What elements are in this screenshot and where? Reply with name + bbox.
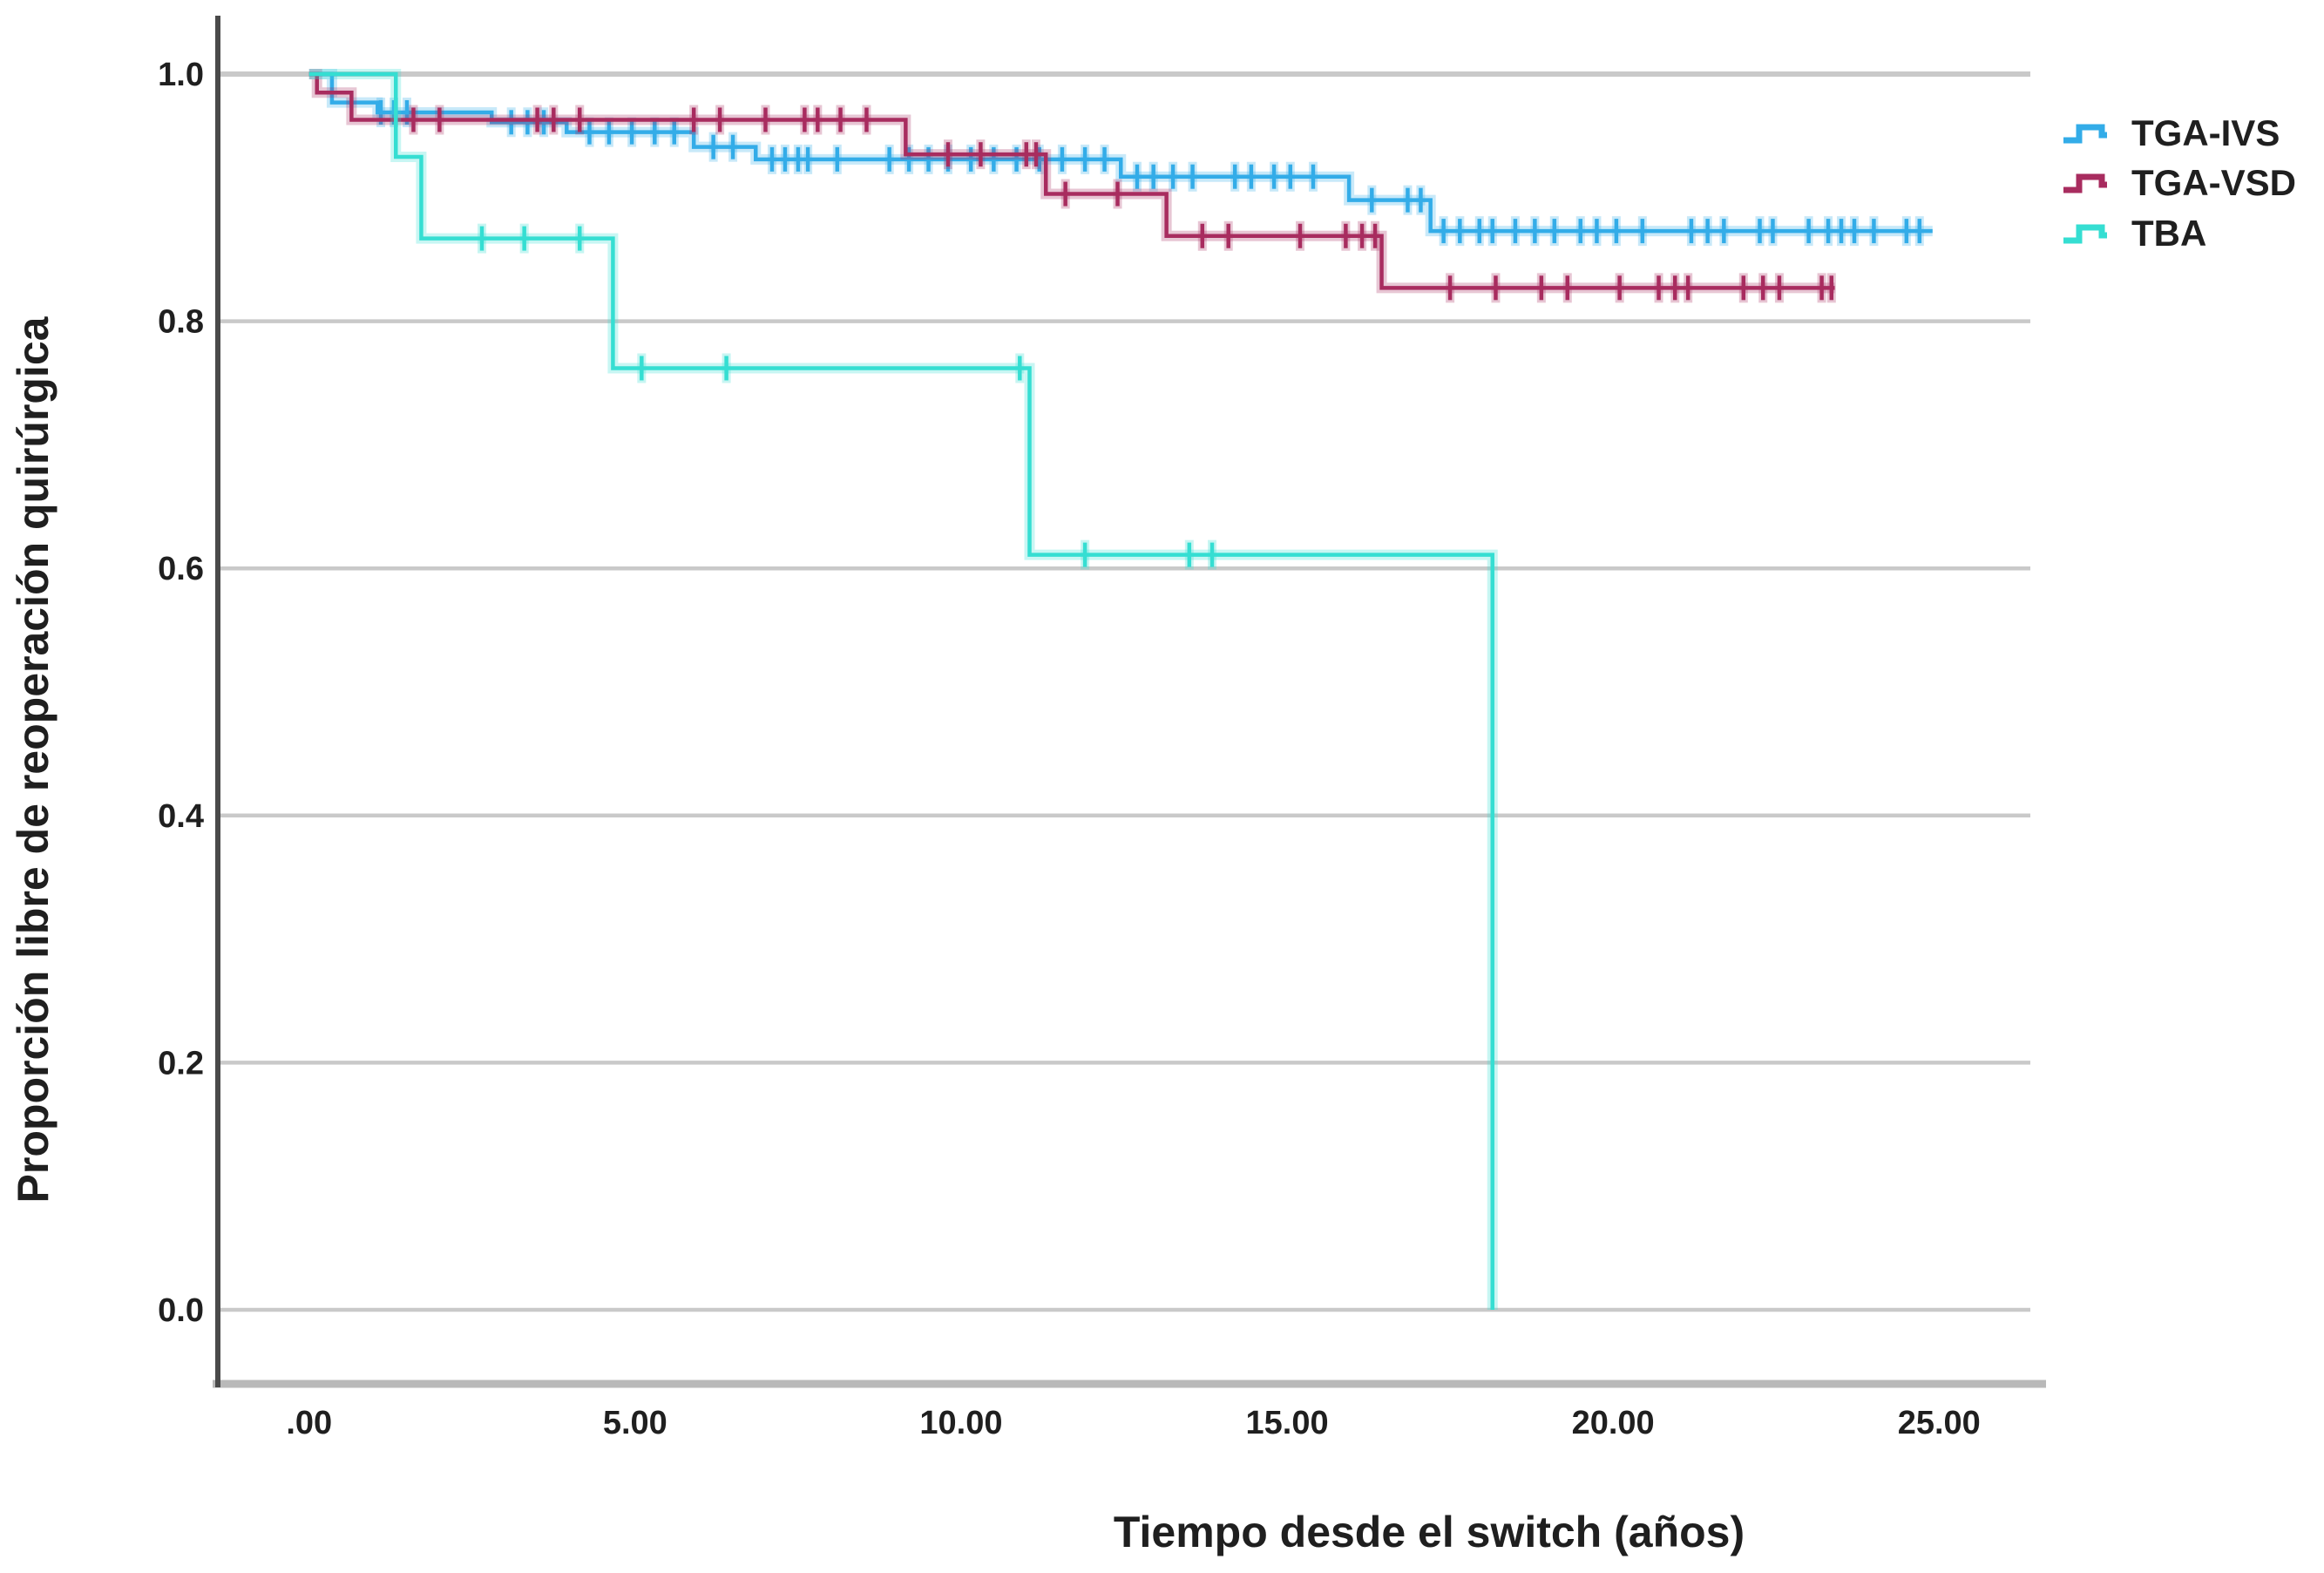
- x-tick-label: 5.00: [603, 1405, 667, 1441]
- legend-marker-tba: [2063, 224, 2107, 244]
- x-tick-label: 20.00: [1572, 1405, 1655, 1441]
- curve: [308, 71, 1494, 1310]
- y-tick-label: 0.4: [158, 798, 204, 835]
- x-tick-label: .00: [286, 1405, 332, 1441]
- curve: [308, 71, 1933, 234]
- gridlines: [220, 71, 2030, 1312]
- x-tick-labels: .00 5.00 10.00 15.00 20.00 25.00: [286, 1405, 1980, 1441]
- x-tick-label: 15.00: [1246, 1405, 1329, 1441]
- legend-marker-tga-ivs: [2063, 124, 2107, 144]
- y-tick-label: 1.0: [158, 57, 204, 93]
- legend-entry-tba: TBA: [2063, 213, 2206, 254]
- legend-label-tga-ivs: TGA-IVS: [2131, 112, 2280, 153]
- legend-label-tba: TBA: [2131, 213, 2206, 254]
- y-tick-label: 0.2: [158, 1045, 204, 1081]
- x-tick-label: 25.00: [1898, 1405, 1981, 1441]
- x-axis-title: Tiempo desde el switch (años): [1114, 1508, 1745, 1556]
- y-tick-labels: 1.0 0.8 0.6 0.4 0.2 0.0: [158, 57, 204, 1329]
- legend: TGA-IVS TGA-VSD TBA: [2063, 112, 2296, 254]
- series-layer: [308, 69, 1933, 1310]
- curve-glow: [308, 69, 1498, 1310]
- series-tga-ivs: [308, 69, 1933, 247]
- legend-entry-tga-vsd: TGA-VSD: [2063, 162, 2296, 203]
- legend-marker-tga-vsd: [2063, 173, 2107, 193]
- y-tick-label: 0.0: [158, 1292, 204, 1329]
- y-tick-label: 0.6: [158, 551, 204, 587]
- legend-label-tga-vsd: TGA-VSD: [2131, 162, 2296, 203]
- x-tick-label: 10.00: [919, 1405, 1002, 1441]
- series-tga-vsd: [308, 69, 1836, 303]
- legend-entry-tga-ivs: TGA-IVS: [2063, 112, 2280, 153]
- y-tick-label: 0.8: [158, 304, 204, 341]
- series-tba: [308, 69, 1498, 1310]
- y-axis-title: Proporción libre de reoperación quirúrgi…: [9, 315, 58, 1203]
